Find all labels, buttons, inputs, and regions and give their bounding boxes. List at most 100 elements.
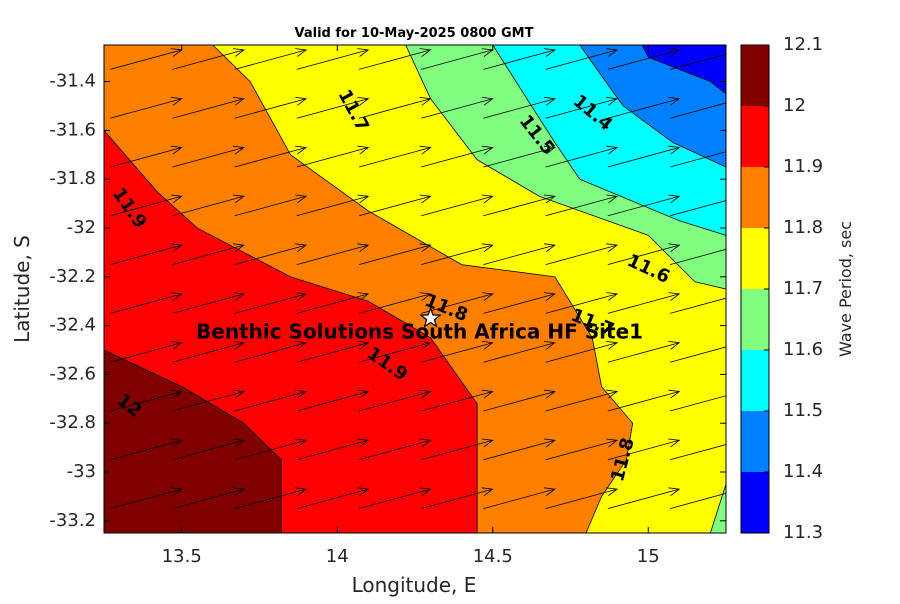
wind-arrow xyxy=(358,194,432,217)
colorbar-tick-label: 11.9 xyxy=(783,156,823,177)
wind-arrow xyxy=(607,97,681,119)
wind-arrow xyxy=(607,243,681,265)
wind-arrow xyxy=(234,145,308,168)
wind-arrow xyxy=(358,341,432,363)
wind-arrow xyxy=(545,145,619,168)
wind-arrow xyxy=(607,194,681,217)
colorbar-tick-label: 12 xyxy=(783,95,806,116)
y-tick-label: -32.4 xyxy=(49,315,96,336)
colorbar-tick-label: 11.4 xyxy=(783,461,823,482)
contour-band-7 xyxy=(641,45,726,95)
wind-arrow xyxy=(421,292,494,314)
wind-arrow xyxy=(358,292,432,314)
y-tick-label: -31.8 xyxy=(49,168,96,189)
wind-arrow xyxy=(234,243,308,265)
wind-arrow xyxy=(296,48,370,70)
wind-arrow xyxy=(421,438,494,461)
wind-arrow xyxy=(234,97,308,119)
colorbar-swatch xyxy=(741,106,769,167)
colorbar-tick-label: 11.8 xyxy=(783,217,823,238)
wind-arrow xyxy=(669,200,726,217)
wind-arrow xyxy=(234,48,308,70)
wind-arrow xyxy=(483,145,556,168)
wind-arrow xyxy=(296,389,370,412)
wind-arrow xyxy=(172,194,245,217)
wind-arrow xyxy=(545,292,619,314)
chart-title: Valid for 10-May-2025 0800 GMT xyxy=(295,26,534,41)
wind-arrow xyxy=(669,297,726,314)
wind-arrow xyxy=(421,389,494,412)
wind-arrow xyxy=(421,243,494,265)
wind-arrow xyxy=(172,292,245,314)
wind-arrow xyxy=(110,145,183,168)
colorbar-label: Wave Period, sec xyxy=(836,221,855,357)
x-tick-label: 14 xyxy=(326,546,349,567)
wind-arrow xyxy=(296,487,370,509)
wind-arrow xyxy=(483,487,556,509)
wind-arrow xyxy=(607,292,681,314)
wind-arrow xyxy=(607,145,681,168)
x-tick-label: 15 xyxy=(637,546,660,567)
wind-arrow xyxy=(669,395,726,412)
wind-arrow xyxy=(172,389,245,412)
wind-arrow xyxy=(545,341,619,363)
wind-arrow xyxy=(483,243,556,265)
plot-frame xyxy=(103,44,727,534)
wind-arrow xyxy=(234,487,308,509)
wind-arrow xyxy=(607,341,681,363)
wind-arrow xyxy=(234,194,308,217)
wind-arrow xyxy=(421,194,494,217)
wind-arrow xyxy=(421,341,494,363)
wind-arrow xyxy=(669,248,726,265)
colorbar-swatch xyxy=(741,45,769,106)
wind-arrow xyxy=(234,292,308,314)
wind-arrow xyxy=(110,487,183,509)
colorbar-swatch xyxy=(741,411,769,472)
colorbar-swatch xyxy=(741,350,769,411)
colorbar-swatch xyxy=(741,228,769,289)
wind-arrow xyxy=(669,444,726,461)
wind-arrow xyxy=(545,194,619,217)
wind-arrow xyxy=(358,243,432,265)
wind-arrow xyxy=(358,97,432,119)
wind-arrow xyxy=(358,487,432,509)
y-axis: -31.4 -31.6 -31.8 -32 -32.2 -32.4 -32.6 -32.8 -3… xyxy=(49,71,726,531)
colorbar-tick-label: 11.7 xyxy=(783,278,823,299)
y-tick-label: -31.4 xyxy=(49,71,96,92)
wind-arrow xyxy=(483,292,556,314)
wind-arrow xyxy=(110,243,183,265)
colorbar-swatch xyxy=(741,472,769,533)
wind-arrow xyxy=(669,151,726,168)
site-label: Benthic Solutions South Africa HF Site1 xyxy=(196,319,643,343)
wind-arrow xyxy=(483,97,556,119)
wind-arrow xyxy=(421,145,494,168)
wind-arrow xyxy=(545,48,619,70)
wind-arrow xyxy=(358,48,432,70)
colorbar-tick-label: 12.1 xyxy=(783,34,823,55)
wind-arrow xyxy=(669,492,726,509)
y-tick-label: -32.6 xyxy=(49,363,96,384)
wind-arrow xyxy=(110,438,183,461)
wind-arrow xyxy=(296,292,370,314)
x-axis-label: Longitude, E xyxy=(352,573,477,597)
wind-arrow xyxy=(607,487,681,509)
wind-arrow xyxy=(483,194,556,217)
y-tick-label: -31.6 xyxy=(49,119,96,140)
wind-arrow xyxy=(421,97,494,119)
wind-arrow xyxy=(545,243,619,265)
wind-arrow xyxy=(296,243,370,265)
wind-arrow xyxy=(483,48,556,70)
wind-arrow xyxy=(358,438,432,461)
wind-arrow xyxy=(296,341,370,363)
wind-arrow xyxy=(110,389,183,412)
wind-arrow xyxy=(296,97,370,119)
wind-arrow xyxy=(172,341,245,363)
wind-arrow xyxy=(669,102,726,119)
wind-arrow xyxy=(296,194,370,217)
wind-arrow xyxy=(483,341,556,363)
wind-arrow xyxy=(358,145,432,168)
wind-vector-field xyxy=(110,48,726,509)
x-tick-label: 14.5 xyxy=(473,546,513,567)
y-tick-label: -32.2 xyxy=(49,266,96,287)
